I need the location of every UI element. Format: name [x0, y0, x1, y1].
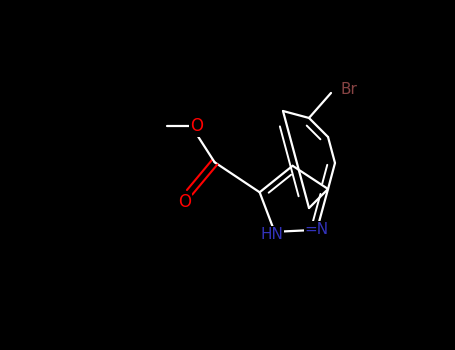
- Text: O: O: [178, 193, 191, 211]
- Text: HN: HN: [260, 228, 283, 242]
- Text: =N: =N: [305, 222, 329, 237]
- Text: O: O: [190, 117, 203, 135]
- Text: Br: Br: [341, 83, 358, 97]
